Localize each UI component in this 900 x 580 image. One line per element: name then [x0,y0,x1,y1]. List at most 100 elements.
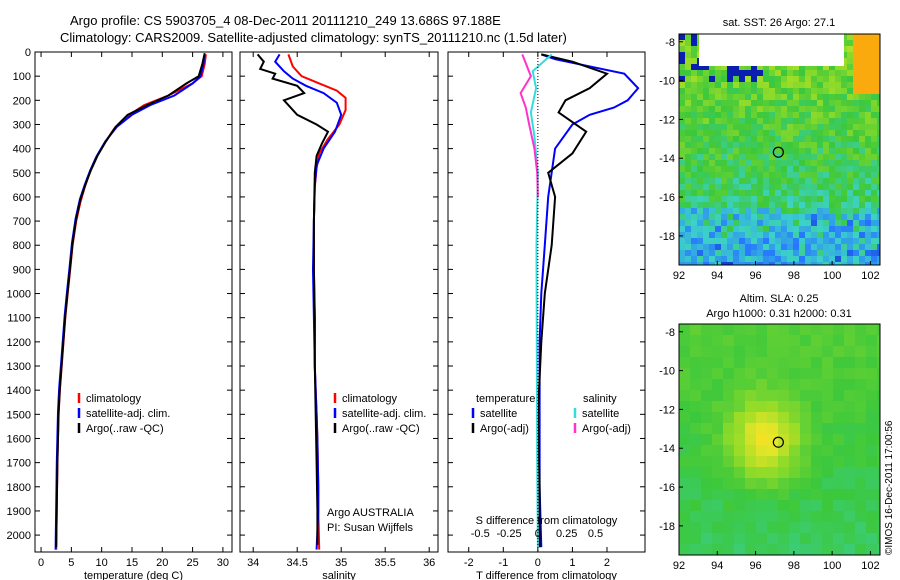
sst_map-cell [679,250,685,256]
sla_map-cell [855,456,866,467]
sst_map-cell [805,214,811,220]
sst_map-cell [841,70,847,76]
sst_map-cell [691,82,697,88]
sla_map-cell [723,434,734,445]
sst_map-cell [691,70,697,76]
sla_map-cell [778,401,789,412]
sst_map-cell [757,94,763,100]
sst_map-cell [787,250,793,256]
sst_map-cell [877,136,880,142]
sst_map-cell [769,154,775,160]
sla_map-cell [701,357,712,368]
sst_map-xtick-label: 100 [823,270,841,282]
sst_map-cell [703,94,709,100]
sst_map-cell [763,208,769,214]
sst_map-cell [841,154,847,160]
sla_map-cell [756,434,767,445]
sst_map-cell [721,172,727,178]
sst_map-cell [805,184,811,190]
sla_map-cell [756,324,767,335]
sst_map-cell [727,256,733,262]
difference-legend-heading: salinity [583,393,617,405]
sla_map-cell [701,456,712,467]
sst_map-cell [805,76,811,82]
sst_map-cell [769,262,775,265]
difference-axes-frame [447,51,646,553]
sst_map-cell [691,148,697,154]
sst_map-cell [763,136,769,142]
sla_map-cell [789,533,800,544]
sst_map-cell [727,154,733,160]
sst_map-cell [865,148,871,154]
sst_map-cell [721,190,727,196]
sst_map-cell [751,112,757,118]
sst_map-cell [679,34,685,40]
figure-title-line1: Argo profile: CS 5903705_4 08-Dec-2011 2… [70,13,501,28]
sst_map-cell [739,100,745,106]
sst_map-cell [733,160,739,166]
sst_map-cell [697,184,703,190]
sst_map-cell [853,112,859,118]
sst_map-cell [811,160,817,166]
sst_map-cell [715,166,721,172]
sst_map-cell [781,70,787,76]
sst_map-cell [787,244,793,250]
sla_map-cell [822,489,833,500]
sst_map-cell [847,130,853,136]
sst_map-cell [709,160,715,166]
sst_map-cell [727,238,733,244]
sst_map-cell [703,214,709,220]
sst_map-cell [703,130,709,136]
sst_map-cell [847,136,853,142]
sst_map-cell [757,76,763,82]
sst_map-cell [859,130,865,136]
sst_map-cell [853,250,859,256]
sst_map-cell [829,220,835,226]
difference-xtick-label: -2 [464,557,474,569]
sla_map-cell [866,335,877,346]
sst_map-cell [745,142,751,148]
sst_map-cell [709,76,715,82]
sst_map-cell [823,94,829,100]
sst_map-cell [865,214,871,220]
sst_map-cell [817,244,823,250]
sst_map-cell [835,106,841,112]
sst_map-cell [685,262,691,265]
sst_map-cell [877,124,880,130]
sla_map-cell [723,533,734,544]
sla_map-cell [811,445,822,456]
sst_map-cell [751,250,757,256]
sst_map-cell [691,106,697,112]
sst_map-cell [877,154,880,160]
sla_map-cell [723,412,734,423]
sst_map-cell [847,262,853,265]
sst_map-cell [871,154,877,160]
sst_map-cell [733,232,739,238]
sst_map-cell [751,154,757,160]
sst_map-cell [703,184,709,190]
sla_map-cell [756,500,767,511]
sst_map-cell [877,34,880,40]
temperature-xtick-label: 5 [68,557,74,569]
sst_map-cell [853,142,859,148]
sst_map-cell [865,136,871,142]
sla_map-cell [712,478,723,489]
sst_map-cell [841,196,847,202]
sla_map-cell [833,445,844,456]
sst_map-cell [775,196,781,202]
sla_map-cell [800,368,811,379]
sst_map-cell [853,124,859,130]
sst_map-cell [733,76,739,82]
sst_map-cell [853,64,859,70]
sst_map-cell [871,244,877,250]
sst_map-cell [679,136,685,142]
sst_map-cell [853,58,859,64]
sla_map-cell [712,423,723,434]
sst_map-cell [679,232,685,238]
sla_map-cell [811,434,822,445]
sst_map-cell [811,112,817,118]
sla_map-cell [701,324,712,335]
sst_map-cell [769,214,775,220]
sst_map-cell [691,256,697,262]
temperature-ytick-label: 300 [13,119,31,131]
